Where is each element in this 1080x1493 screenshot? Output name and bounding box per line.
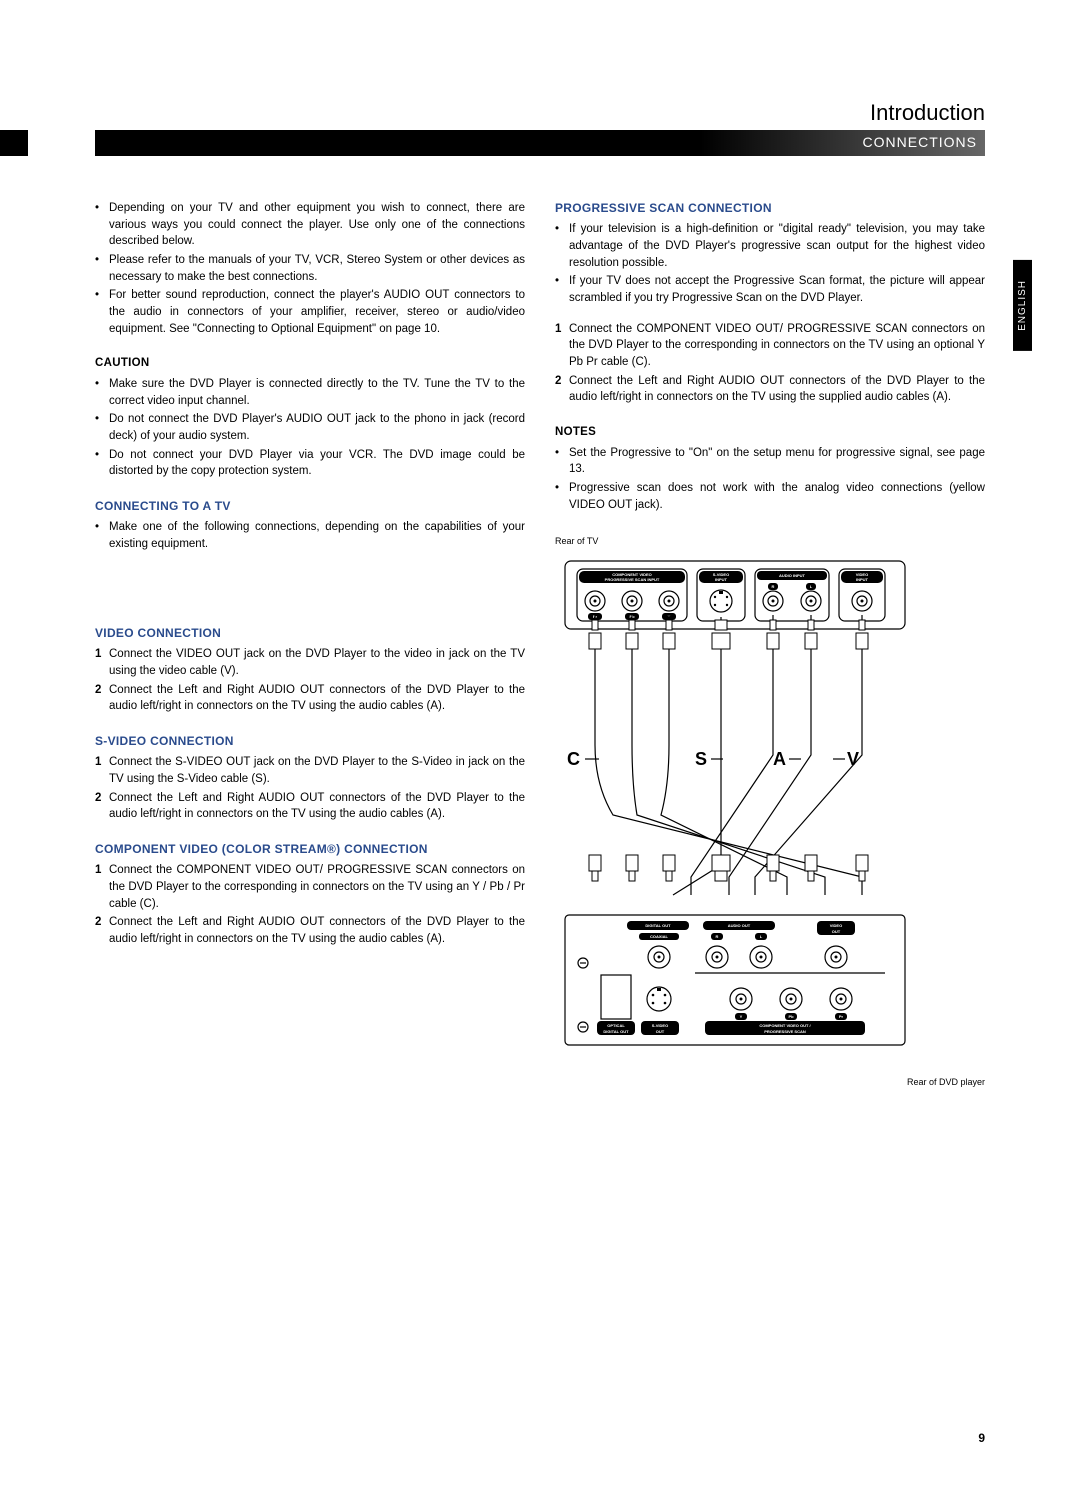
progressive-intro-item: If your TV does not accept the Progressi…: [555, 273, 985, 306]
subtitle-bar: CONNECTIONS: [95, 130, 985, 156]
svg-text:Pr: Pr: [839, 1014, 844, 1019]
notes-item: Progressive scan does not work with the …: [555, 480, 985, 513]
svideo-list: Connect the S-VIDEO OUT jack on the DVD …: [95, 754, 525, 823]
svg-text:DIGITAL OUT: DIGITAL OUT: [645, 923, 671, 928]
svg-text:PROGRESSIVE SCAN INPUT: PROGRESSIVE SCAN INPUT: [605, 577, 660, 582]
svg-text:Pb: Pb: [788, 1014, 794, 1019]
video-heading: VIDEO CONNECTION: [95, 625, 525, 642]
svg-text:OUT: OUT: [656, 1029, 665, 1034]
caution-list: Make sure the DVD Player is connected di…: [95, 376, 525, 480]
page-title: Introduction: [95, 100, 985, 126]
page-header: Introduction CONNECTIONS: [95, 100, 985, 156]
cable-label-a: A: [773, 749, 786, 769]
component-heading: COMPONENT VIDEO (COLOR STREAM®) CONNECTI…: [95, 841, 525, 858]
svg-text:R: R: [772, 584, 775, 589]
svg-text:AUDIO OUT: AUDIO OUT: [728, 923, 751, 928]
svg-text:AUDIO INPUT: AUDIO INPUT: [779, 573, 806, 578]
intro-item: For better sound reproduction, connect t…: [95, 287, 525, 337]
caution-heading: CAUTION: [95, 355, 525, 372]
svg-text:DIGITAL OUT: DIGITAL OUT: [603, 1029, 629, 1034]
svg-text:R: R: [716, 934, 719, 939]
progressive-step: Connect the Left and Right AUDIO OUT con…: [555, 373, 985, 406]
progressive-intro-list: If your television is a high-definition …: [555, 221, 985, 306]
progressive-step: Connect the COMPONENT VIDEO OUT/ PROGRES…: [555, 321, 985, 371]
caution-item: Do not connect your DVD Player via your …: [95, 447, 525, 480]
svg-text:PROGRESSIVE SCAN: PROGRESSIVE SCAN: [764, 1029, 806, 1034]
svg-text:INPUT: INPUT: [856, 577, 869, 582]
svideo-heading: S-VIDEO CONNECTION: [95, 733, 525, 750]
right-column: PROGRESSIVE SCAN CONNECTION If your tele…: [555, 200, 985, 1095]
svg-text:OUT: OUT: [832, 929, 841, 934]
intro-list: Depending on your TV and other equipment…: [95, 200, 525, 337]
progressive-intro-item: If your television is a high-definition …: [555, 221, 985, 271]
cable-label-s: S: [695, 749, 707, 769]
component-step: Connect the Left and Right AUDIO OUT con…: [95, 914, 525, 947]
caution-item: Make sure the DVD Player is connected di…: [95, 376, 525, 409]
page-number: 9: [978, 1431, 985, 1445]
diagram-caption-bottom: Rear of DVD player: [555, 1076, 985, 1089]
connecting-text: Make one of the following connections, d…: [95, 519, 525, 552]
language-tab: ENGLISH: [1013, 260, 1032, 351]
notes-heading: NOTES: [555, 424, 985, 441]
connection-diagram: COMPONENT VIDEO PROGRESSIVE SCAN INPUT S…: [555, 555, 915, 1065]
cable-label-c: C: [567, 749, 580, 769]
video-step: Connect the VIDEO OUT jack on the DVD Pl…: [95, 646, 525, 679]
svg-text:COMPONENT VIDEO OUT /: COMPONENT VIDEO OUT /: [759, 1023, 811, 1028]
component-step: Connect the COMPONENT VIDEO OUT/ PROGRES…: [95, 862, 525, 912]
svg-text:VIDEO: VIDEO: [830, 923, 842, 928]
caution-item: Do not connect the DVD Player's AUDIO OU…: [95, 411, 525, 444]
notes-item: Set the Progressive to "On" on the setup…: [555, 445, 985, 478]
svg-text:S-VIDEO: S-VIDEO: [652, 1023, 668, 1028]
video-list: Connect the VIDEO OUT jack on the DVD Pl…: [95, 646, 525, 715]
notes-list: Set the Progressive to "On" on the setup…: [555, 445, 985, 514]
svg-text:INPUT: INPUT: [715, 577, 728, 582]
intro-item: Depending on your TV and other equipment…: [95, 200, 525, 250]
diagram-caption-top: Rear of TV: [555, 535, 985, 548]
svg-text:COAXIAL: COAXIAL: [650, 934, 669, 939]
svg-text:Y: Y: [740, 1014, 743, 1019]
subtitle-text: CONNECTIONS: [863, 134, 977, 150]
progressive-heading: PROGRESSIVE SCAN CONNECTION: [555, 200, 985, 217]
video-step: Connect the Left and Right AUDIO OUT con…: [95, 682, 525, 715]
component-list: Connect the COMPONENT VIDEO OUT/ PROGRES…: [95, 862, 525, 947]
left-column: Depending on your TV and other equipment…: [95, 200, 525, 1095]
connecting-tv-heading: CONNECTING TO A TV: [95, 498, 525, 515]
intro-item: Please refer to the manuals of your TV, …: [95, 252, 525, 285]
connecting-item: Make one of the following connections, d…: [95, 519, 525, 552]
svideo-step: Connect the S-VIDEO OUT jack on the DVD …: [95, 754, 525, 787]
svg-text:OPTICAL: OPTICAL: [607, 1023, 625, 1028]
svideo-step: Connect the Left and Right AUDIO OUT con…: [95, 790, 525, 823]
progressive-steps: Connect the COMPONENT VIDEO OUT/ PROGRES…: [555, 321, 985, 406]
